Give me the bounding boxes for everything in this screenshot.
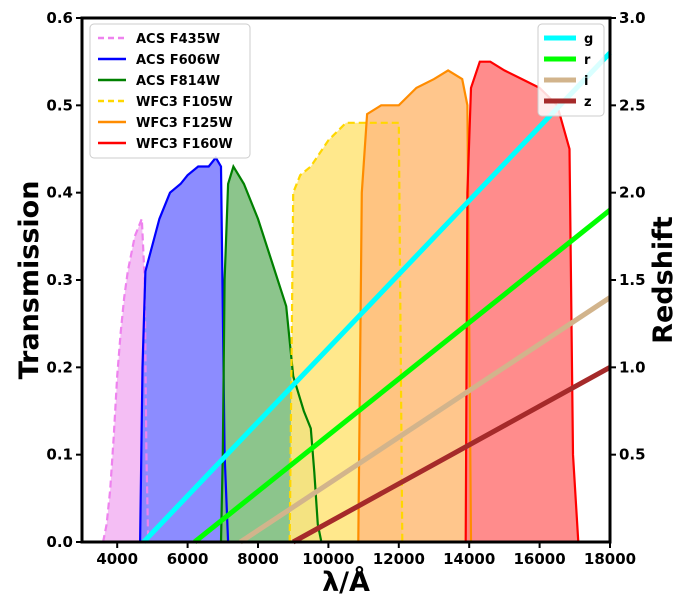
y-tick-label-5: 0.5 bbox=[46, 96, 73, 114]
redshift-lines bbox=[141, 51, 612, 545]
x-tick-label-3: 10000 bbox=[302, 550, 354, 568]
x-axis-label: λ/Å bbox=[322, 566, 370, 595]
filter-curve-3 bbox=[288, 121, 404, 543]
filter-fill-4 bbox=[358, 70, 471, 543]
legend-filters: ACS F435W ACS F606W ACS F814W WFC3 F105W WFC… bbox=[89, 23, 251, 159]
y-tick-label-6: 0.6 bbox=[46, 9, 73, 27]
filter-fill-1 bbox=[140, 157, 229, 542]
y2-tick-label-2: 1.5 bbox=[619, 271, 646, 289]
y2-tick-label-0: 0.5 bbox=[619, 446, 646, 464]
x-tick-label-1: 6000 bbox=[167, 550, 209, 568]
filter-fill-5 bbox=[465, 61, 579, 542]
legend-label-z: z bbox=[584, 95, 592, 110]
x-tick-label-7: 18000 bbox=[584, 550, 636, 568]
filter-curve-4 bbox=[357, 69, 473, 543]
redshift-line-i bbox=[239, 295, 612, 545]
legend-label-0: ACS F435W bbox=[136, 32, 220, 47]
redshift-line-r bbox=[193, 208, 612, 544]
y-tick-label-2: 0.2 bbox=[46, 358, 73, 376]
x-tick-label-2: 8000 bbox=[237, 550, 279, 568]
legend-label-g: g bbox=[584, 32, 593, 47]
y2-tick-label-3: 2.0 bbox=[619, 184, 646, 202]
y2-tick-label-1: 1.0 bbox=[619, 358, 646, 376]
legend-label-3: WFC3 F105W bbox=[136, 95, 233, 110]
y-tick-label-3: 0.3 bbox=[46, 271, 73, 289]
y2-tick-label-5: 3.0 bbox=[619, 9, 646, 27]
filter-curves bbox=[102, 60, 580, 543]
y-tick-label-1: 0.1 bbox=[46, 446, 73, 464]
legend-label-4: WFC3 F125W bbox=[136, 116, 233, 131]
axis-ticks: 4000 6000 8000 10000 12000 14000 16000 18000 0.0… bbox=[46, 9, 645, 568]
filter-curve-1 bbox=[139, 155, 230, 543]
y2-tick-label-4: 2.5 bbox=[619, 96, 646, 114]
x-tick-label-5: 14000 bbox=[443, 550, 495, 568]
y-axis-label: Transmission bbox=[14, 181, 45, 380]
x-tick-label-4: 12000 bbox=[373, 550, 425, 568]
filter-curve-5 bbox=[464, 60, 580, 543]
legend-box bbox=[89, 23, 251, 159]
legend-label-i: i bbox=[584, 74, 588, 89]
y2-axis-label: Redshift bbox=[648, 216, 679, 344]
legend-box-redshift bbox=[537, 23, 605, 117]
redshift-line-g bbox=[141, 51, 612, 544]
legend-label-1: ACS F606W bbox=[136, 53, 220, 68]
filter-curve-2 bbox=[219, 163, 323, 543]
x-tick-label-6: 16000 bbox=[514, 550, 566, 568]
y-tick-label-0: 0.0 bbox=[46, 533, 73, 551]
legend-label-5: WFC3 F160W bbox=[136, 137, 233, 152]
legend-label-2: ACS F814W bbox=[136, 74, 220, 89]
filter-curve-0 bbox=[102, 218, 150, 543]
redshift-line-z bbox=[291, 365, 612, 545]
filter-fill-0 bbox=[103, 218, 149, 542]
legend-label-r: r bbox=[584, 53, 591, 68]
x-tick-label-0: 4000 bbox=[96, 550, 138, 568]
y-tick-label-4: 0.4 bbox=[46, 184, 73, 202]
